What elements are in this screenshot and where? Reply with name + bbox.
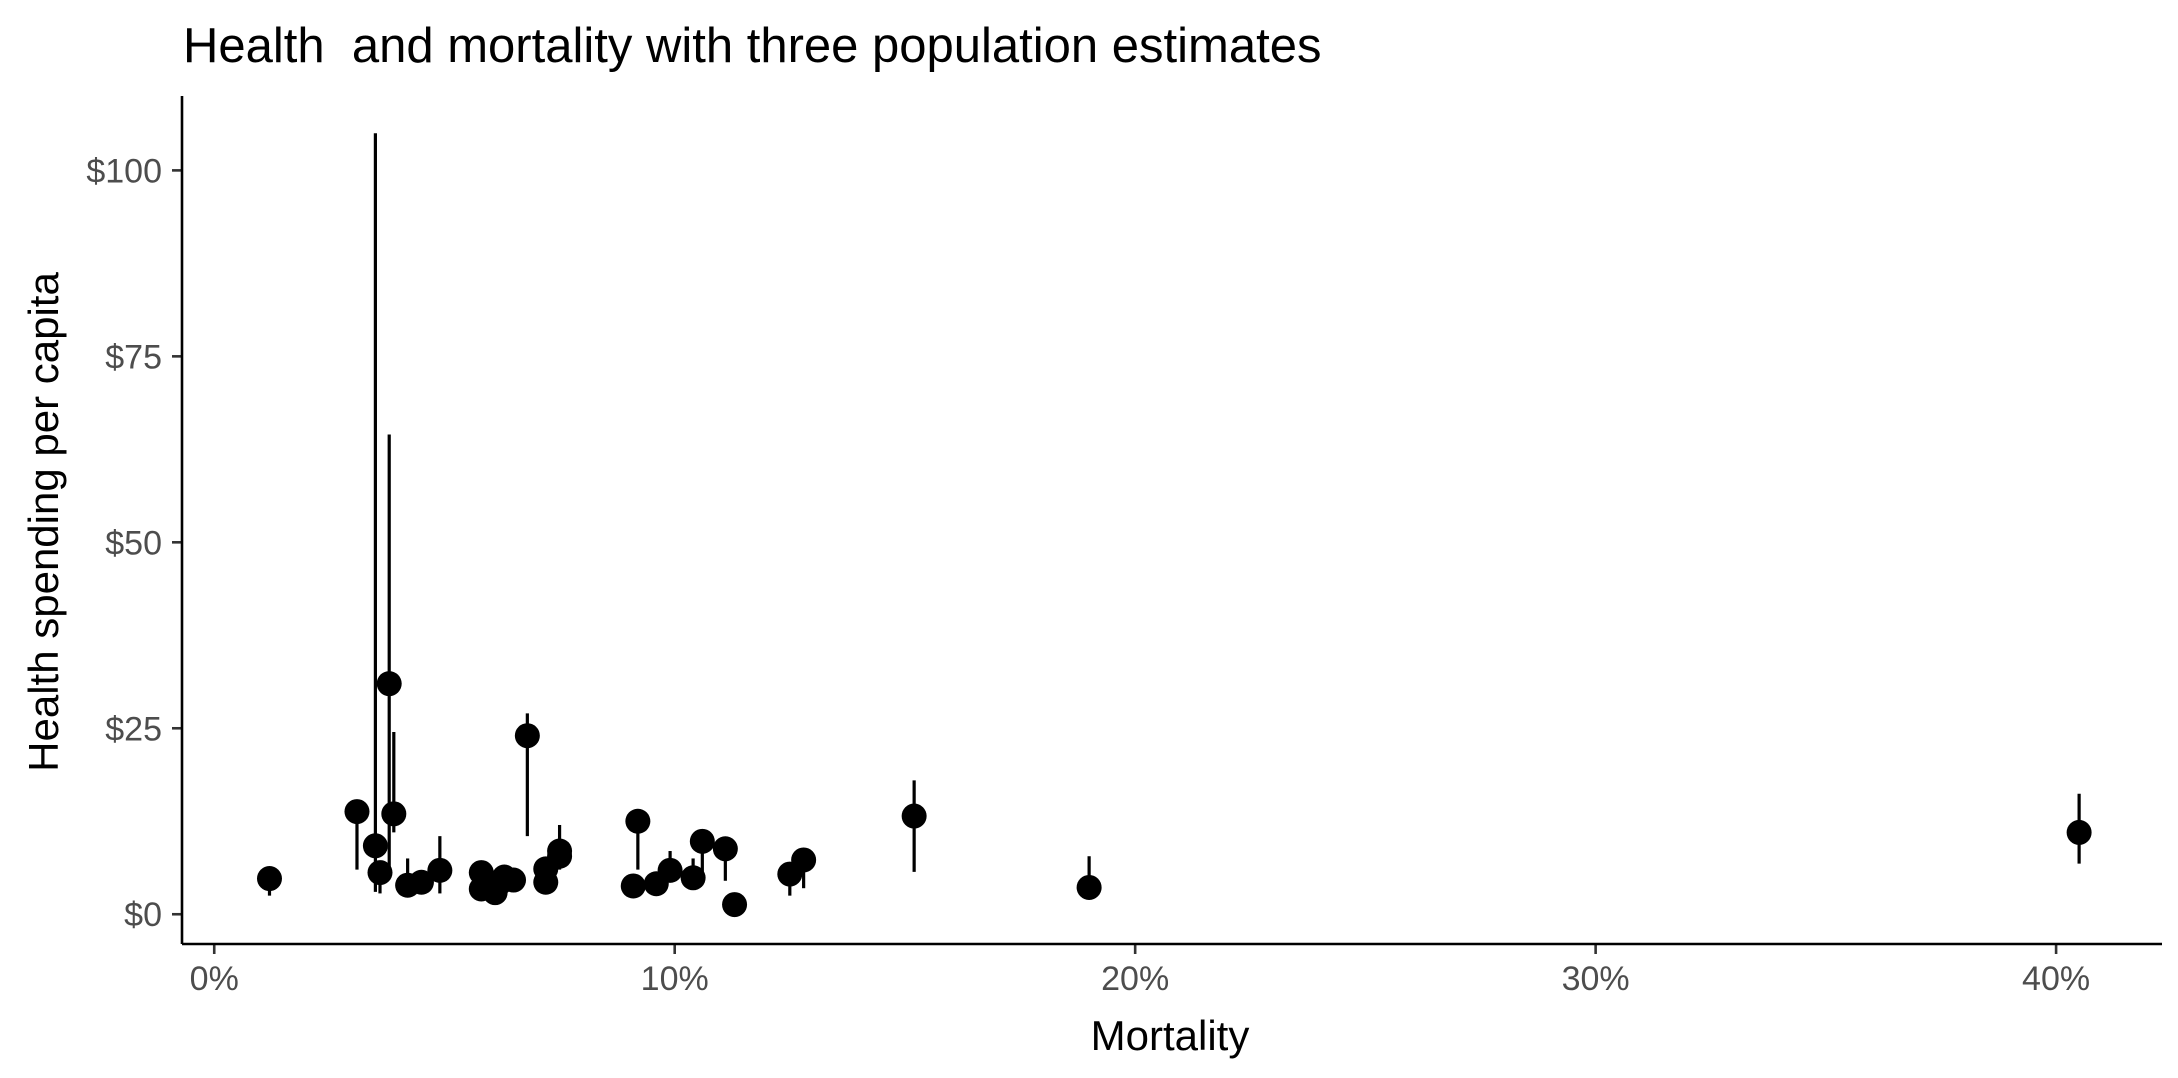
data-point — [791, 847, 817, 873]
y-tick-label: $0 — [124, 896, 162, 934]
chart-title: Health and mortality with three populati… — [183, 19, 1321, 73]
y-axis-ticks: $0 $25 $50 $75 $100 — [86, 152, 182, 934]
x-axis-title: Mortality — [1091, 1012, 1250, 1059]
x-axis-ticks: 0% 10% 20% 30% 40% — [190, 944, 2090, 998]
data-point — [722, 892, 748, 918]
data-point — [657, 857, 683, 883]
data-points — [256, 671, 2092, 918]
data-point — [547, 843, 573, 869]
data-point — [367, 860, 393, 886]
data-point — [381, 801, 407, 827]
x-tick-label: 40% — [2022, 960, 2090, 998]
data-point — [408, 869, 434, 895]
data-point — [376, 671, 402, 697]
data-point — [712, 836, 738, 862]
data-point — [514, 723, 540, 749]
data-point — [680, 865, 706, 891]
x-tick-label: 0% — [190, 960, 239, 998]
data-point — [901, 803, 927, 829]
y-tick-label: $75 — [105, 338, 162, 376]
data-point — [427, 857, 453, 883]
data-point — [2066, 819, 2092, 845]
x-tick-label: 10% — [641, 960, 709, 998]
y-tick-label: $100 — [86, 152, 162, 190]
y-axis-title: Health spending per capita — [20, 272, 67, 772]
data-point — [344, 799, 370, 825]
data-point — [362, 833, 388, 859]
x-tick-label: 30% — [1562, 960, 1630, 998]
error-bars — [267, 133, 2081, 907]
data-point — [689, 828, 715, 854]
data-point — [256, 866, 282, 892]
data-point — [625, 808, 651, 834]
x-tick-label: 20% — [1101, 960, 1169, 998]
y-tick-label: $50 — [105, 524, 162, 562]
y-tick-label: $25 — [105, 710, 162, 748]
data-point — [468, 860, 494, 886]
data-point — [1076, 874, 1102, 900]
data-point — [501, 867, 527, 893]
data-point — [620, 873, 646, 899]
